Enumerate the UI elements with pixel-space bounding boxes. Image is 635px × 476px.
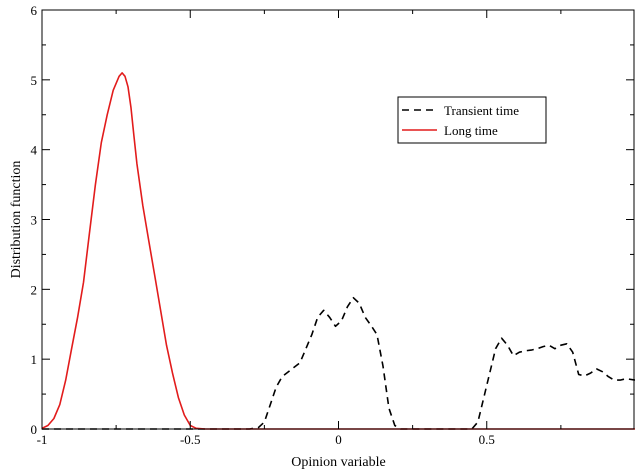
x-tick-label: -1 bbox=[37, 432, 48, 447]
series-line-long bbox=[41, 72, 635, 430]
y-tick-label: 1 bbox=[31, 352, 38, 367]
y-tick-label: 3 bbox=[31, 213, 38, 228]
legend-label-long: Long time bbox=[444, 123, 498, 138]
y-tick-label: 6 bbox=[31, 3, 38, 18]
x-tick-label: 0 bbox=[335, 432, 342, 447]
tick-layer: -1 -0.5 0 0.5 0 1 2 3 4 5 6 bbox=[31, 3, 634, 447]
x-tick-label: -0.5 bbox=[180, 432, 201, 447]
y-tick-label: 0 bbox=[31, 422, 38, 437]
legend-box bbox=[397, 96, 547, 144]
x-tick-label: 0.5 bbox=[479, 432, 495, 447]
series-line-transient bbox=[42, 296, 635, 430]
y-tick-label: 5 bbox=[31, 73, 38, 88]
y-tick-label: 4 bbox=[31, 143, 38, 158]
legend-label-transient: Transient time bbox=[444, 103, 519, 118]
legend: Transient time Long time bbox=[397, 96, 547, 144]
y-axis-label: Distribution function bbox=[9, 161, 24, 279]
plot-frame bbox=[41, 9, 635, 430]
y-tick-label: 2 bbox=[31, 282, 38, 297]
x-axis-label: Opinion variable bbox=[291, 455, 385, 470]
